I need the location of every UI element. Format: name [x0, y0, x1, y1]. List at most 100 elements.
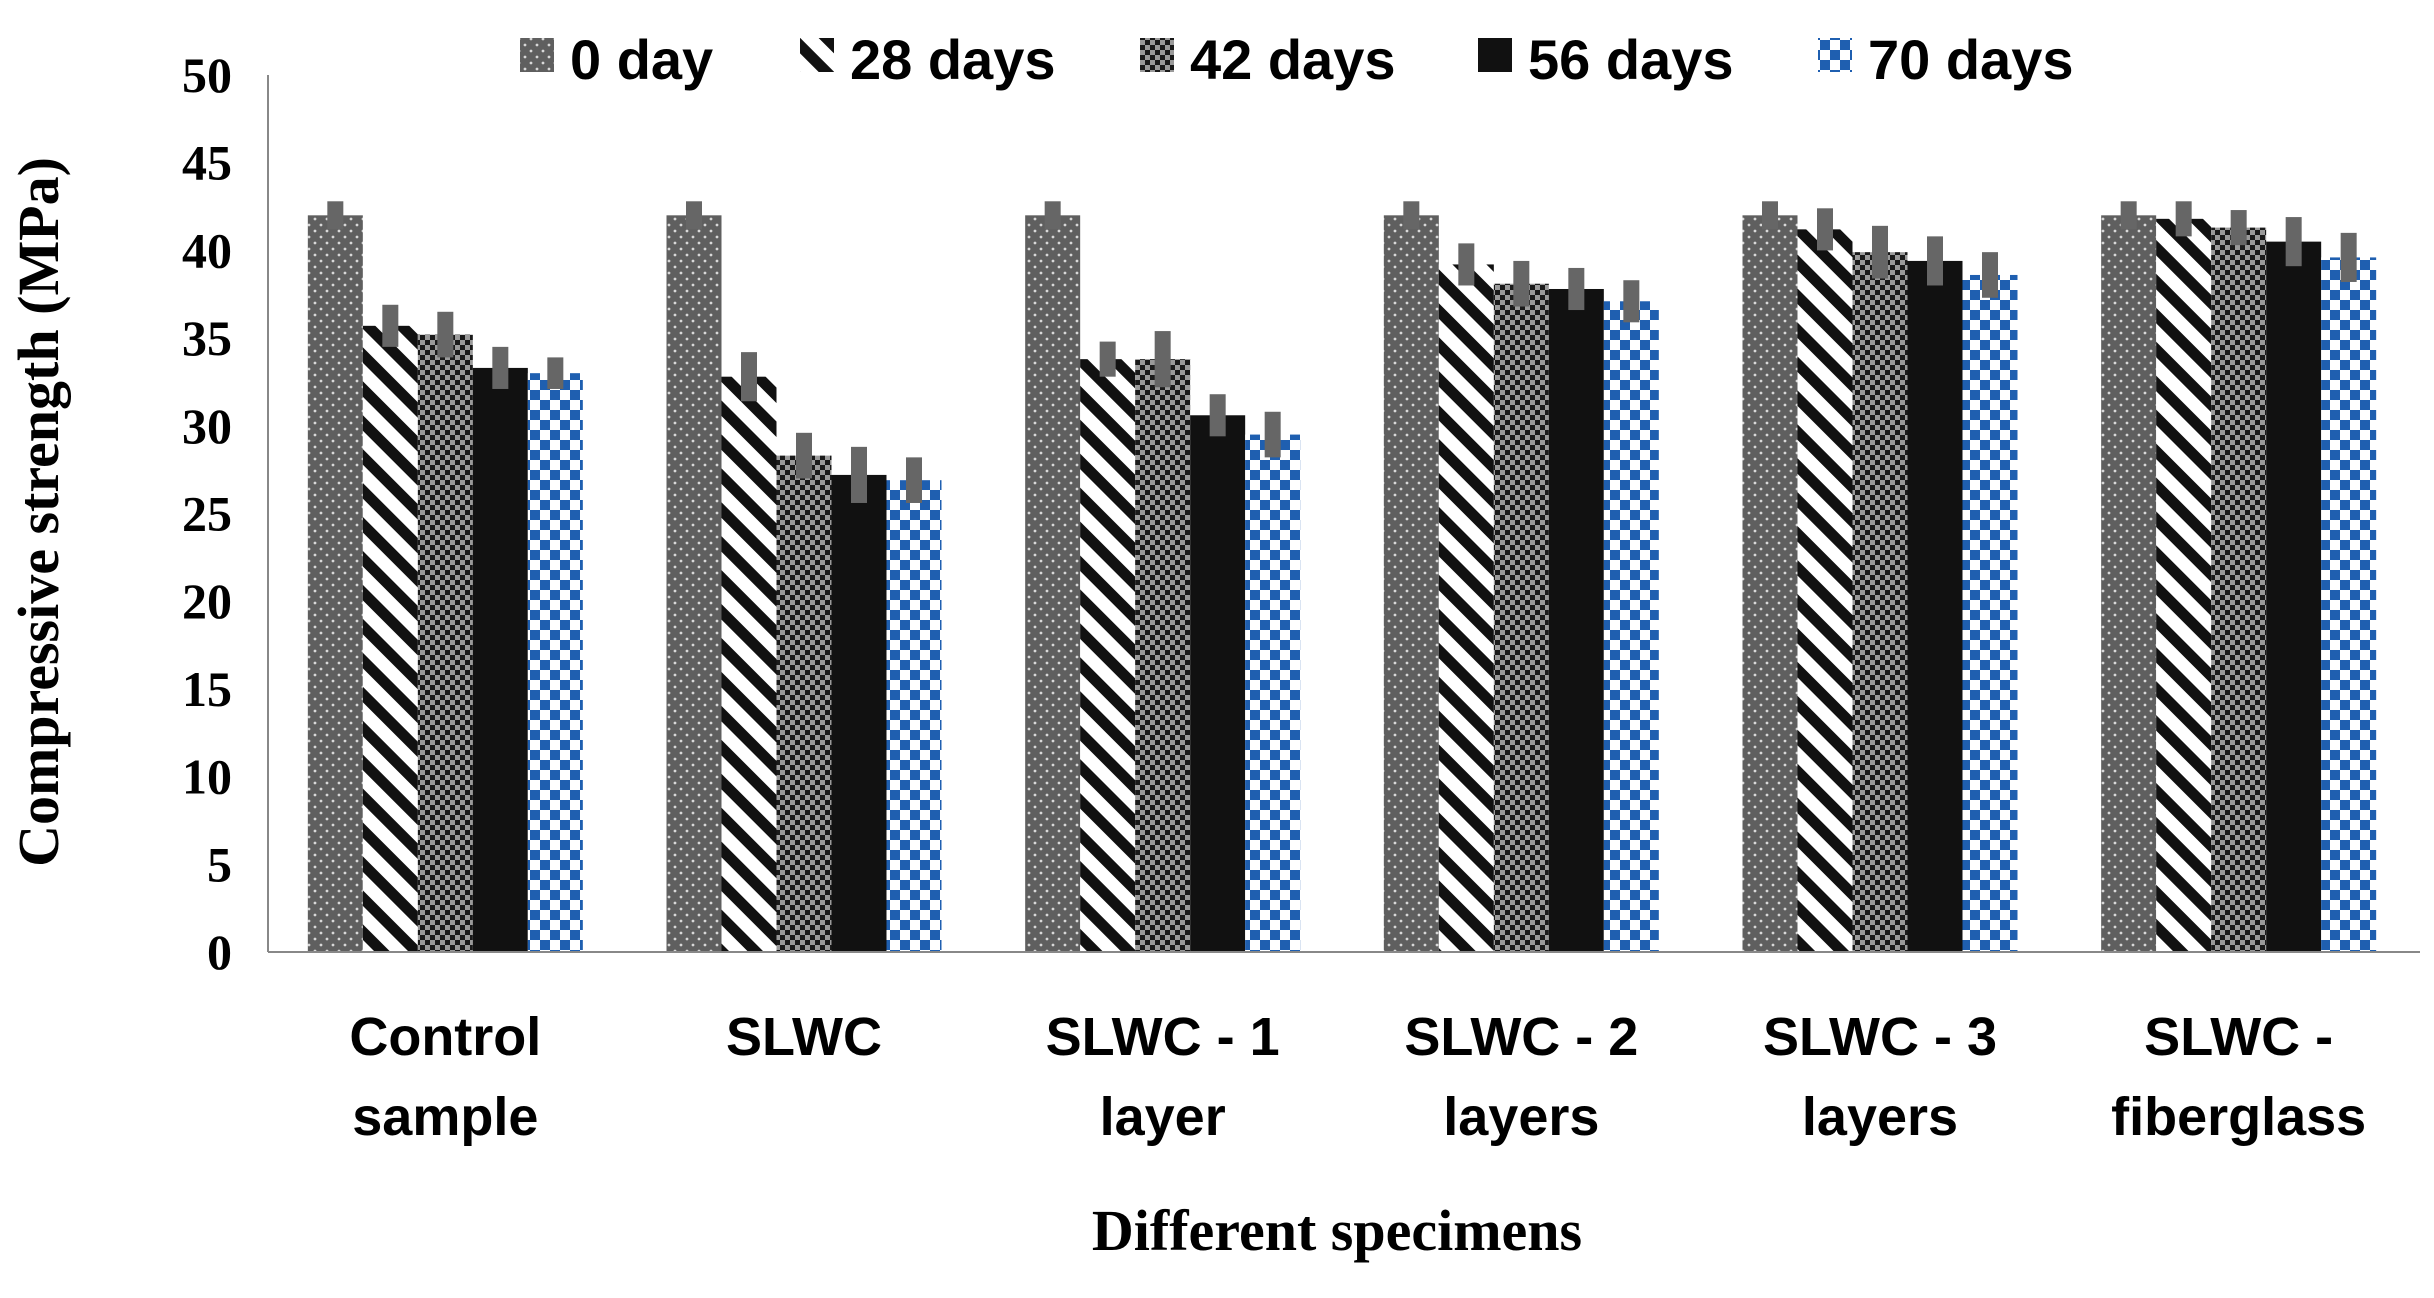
- error-bar: [1568, 267, 1585, 311]
- error-bar: [1872, 225, 1888, 279]
- error-bar: [1154, 331, 1171, 388]
- error-bar: [327, 201, 344, 230]
- error-bar: [547, 357, 564, 389]
- bar-42-days-4: [1852, 252, 1908, 953]
- error-bar: [1458, 243, 1475, 286]
- y-tick-label: 20: [182, 573, 232, 629]
- error-bar: [437, 311, 454, 358]
- error-bar: [1927, 236, 1943, 286]
- error-bar: [1762, 201, 1778, 230]
- y-tick-label: 40: [182, 222, 232, 278]
- bar-56-days-2: [1190, 415, 1246, 952]
- bar-0-day-1: [666, 215, 722, 952]
- y-tick-label: 45: [182, 135, 232, 191]
- category-label: SLWC -: [2144, 1007, 2333, 1067]
- x-axis: Control sample SLWC SLWC - 1 layer SLWC - 2 la…: [268, 951, 2420, 1147]
- category-label: Control: [349, 1007, 541, 1067]
- legend-label: 56 days: [1528, 28, 1734, 91]
- y-axis-title: Compressive strength (MPa): [6, 157, 71, 867]
- y-tick-label: 5: [207, 836, 232, 892]
- legend-swatch: [800, 38, 834, 72]
- error-bar: [686, 201, 702, 230]
- error-bars: [327, 201, 2357, 503]
- error-bar: [796, 432, 812, 479]
- bar-42-days-5: [2211, 227, 2267, 952]
- bars: [307, 215, 2377, 953]
- bar-0-day-4: [1742, 215, 1798, 952]
- category-label: SLWC: [726, 1007, 882, 1067]
- bar-0-day-5: [2101, 215, 2157, 952]
- y-tick-label: 25: [182, 486, 232, 542]
- legend-swatch: [1818, 38, 1852, 72]
- legend-label: 70 days: [1868, 28, 2074, 91]
- bar-56-days-1: [831, 474, 887, 952]
- y-tick-label: 0: [207, 924, 232, 980]
- error-bar: [2340, 232, 2357, 282]
- error-bar: [1403, 201, 1420, 230]
- legend: 0 day 28 days 42 days 56 days 70 days: [520, 28, 2074, 91]
- bar-28-days-3: [1438, 264, 1494, 952]
- bar-42-days-3: [1493, 283, 1549, 952]
- error-bar: [1982, 252, 1998, 298]
- error-bar: [851, 446, 867, 503]
- error-bar: [1513, 260, 1530, 307]
- legend-swatch: [1478, 38, 1512, 72]
- bar-70-days-2: [1245, 434, 1301, 952]
- error-bar: [492, 346, 509, 389]
- error-bar: [741, 352, 757, 402]
- y-axis: 0 5 10 15 20 25 30 35 40 45 50: [182, 47, 269, 980]
- category-label: layers: [1802, 1087, 1958, 1147]
- category-label: sample: [352, 1087, 538, 1147]
- category-label: layer: [1100, 1087, 1226, 1147]
- legend-swatch: [1140, 38, 1174, 72]
- legend-label: 42 days: [1190, 28, 1396, 91]
- error-bar: [2120, 201, 2137, 230]
- legend-swatch: [520, 38, 554, 72]
- bar-28-days-1: [721, 376, 777, 952]
- bar-70-days-5: [2321, 257, 2377, 952]
- category-label: fiberglass: [2111, 1087, 2366, 1147]
- error-bar: [1099, 341, 1116, 377]
- x-axis-title: Different specimens: [1092, 1198, 1582, 1263]
- error-bar: [906, 457, 922, 503]
- bar-70-days-0: [527, 373, 583, 952]
- bar-56-days-3: [1548, 288, 1604, 952]
- y-tick-label: 30: [182, 398, 232, 454]
- error-bar: [1209, 394, 1226, 437]
- error-bar: [2285, 217, 2302, 267]
- error-bar: [2175, 201, 2192, 237]
- category-label: SLWC - 2: [1404, 1007, 1638, 1067]
- bar-42-days-1: [776, 455, 832, 952]
- legend-label: 0 day: [570, 28, 713, 91]
- error-bar: [1264, 411, 1281, 458]
- bar-28-days-5: [2156, 218, 2212, 952]
- category-label: layers: [1443, 1087, 1599, 1147]
- bar-28-days-2: [1080, 359, 1136, 952]
- bar-28-days-0: [362, 325, 418, 952]
- bar-0-day-0: [307, 215, 363, 952]
- bar-0-day-2: [1025, 215, 1081, 952]
- category-label: SLWC - 3: [1763, 1007, 1997, 1067]
- bar-42-days-2: [1135, 359, 1191, 952]
- bar-70-days-3: [1603, 301, 1659, 952]
- error-bar: [2230, 210, 2247, 246]
- bar-28-days-4: [1797, 229, 1853, 953]
- bar-56-days-4: [1907, 260, 1963, 952]
- category-label: SLWC - 1: [1046, 1007, 1280, 1067]
- bar-70-days-1: [886, 480, 942, 952]
- y-tick-label: 15: [182, 661, 232, 717]
- bar-56-days-0: [472, 367, 528, 953]
- error-bar: [1044, 201, 1061, 230]
- error-bar: [1623, 280, 1640, 323]
- bar-56-days-5: [2266, 241, 2322, 952]
- bar-70-days-4: [1962, 274, 2018, 952]
- y-tick-label: 35: [182, 310, 232, 366]
- error-bar: [1817, 208, 1833, 251]
- bar-42-days-0: [417, 334, 473, 952]
- error-bar: [382, 304, 399, 347]
- y-tick-label: 50: [182, 47, 232, 103]
- y-tick-label: 10: [182, 749, 232, 805]
- legend-label: 28 days: [850, 28, 1056, 91]
- bar-0-day-3: [1383, 215, 1439, 952]
